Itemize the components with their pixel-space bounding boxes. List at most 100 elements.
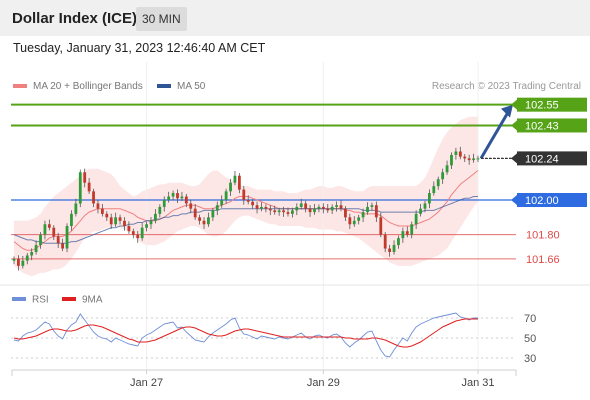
price-levels	[11, 103, 516, 260]
candle-body	[78, 172, 82, 204]
candle-body	[374, 205, 378, 218]
candle-body	[467, 158, 471, 161]
candle-body	[476, 158, 480, 160]
candle-body	[370, 205, 374, 207]
candle-body	[410, 224, 414, 235]
candle-body	[34, 245, 38, 252]
candle-body	[299, 203, 303, 207]
x-tick-labels: Jan 27 Jan 29 Jan 31	[130, 370, 495, 389]
candle-body	[100, 208, 104, 214]
candle-body	[401, 231, 405, 239]
candle-body	[127, 226, 131, 232]
candle-body	[162, 200, 166, 207]
candle-body	[427, 193, 431, 204]
level-label-box	[517, 97, 587, 112]
rsi-tick-label: 70	[524, 313, 536, 325]
moving-averages	[13, 170, 479, 251]
forecast-arrow-line	[479, 109, 511, 160]
rsi-swatch	[12, 297, 26, 301]
ma20-line	[13, 170, 479, 251]
rsi-tick-label: 30	[524, 353, 536, 365]
candle-body	[30, 252, 34, 256]
candle-body	[313, 208, 316, 213]
level-label: 101.80	[526, 230, 560, 242]
candle-body	[357, 217, 361, 221]
candle-body	[145, 224, 148, 228]
candle-body	[330, 206, 334, 211]
candle-body	[277, 210, 281, 213]
candle-body	[87, 182, 91, 192]
candle-body	[458, 151, 462, 157]
candle-body	[52, 227, 56, 237]
rsi-tick-labels: 70 50 30	[524, 313, 536, 365]
candle-body	[445, 165, 449, 173]
candle-body	[140, 227, 144, 239]
candle-body	[237, 175, 241, 190]
ma50-label: MA 50	[177, 81, 206, 92]
datetime-label: Tuesday, January 31, 2023 12:46:40 AM CE…	[13, 41, 266, 55]
candle-body	[74, 203, 78, 214]
candle-body	[344, 208, 347, 218]
candle-body	[123, 220, 126, 226]
candle-body	[92, 191, 95, 204]
candle-body	[339, 205, 343, 209]
ma9-label: 9MA	[82, 295, 103, 306]
candle-body	[158, 206, 162, 214]
candle-body	[379, 217, 383, 235]
level-label: 102.00	[525, 195, 559, 207]
candle-body	[39, 234, 42, 246]
credit-label: Research © 2023 Trading Central	[431, 81, 581, 92]
candle-body	[463, 156, 467, 159]
candle-body	[264, 206, 268, 209]
candle-body	[118, 217, 122, 221]
rsi-gridlines	[11, 317, 516, 359]
candle-body	[392, 245, 396, 252]
x-tick-label: Jan 31	[461, 377, 494, 389]
candle-body	[419, 208, 422, 214]
level-label-box	[517, 193, 587, 207]
candle-body	[273, 210, 277, 213]
candle-body	[291, 210, 294, 214]
candle-body	[233, 175, 237, 183]
candle-body	[25, 255, 29, 261]
candle-body	[207, 217, 210, 225]
candle-body	[383, 234, 387, 249]
candle-body	[414, 213, 418, 225]
candle-body	[282, 210, 285, 213]
candle-body	[295, 206, 299, 211]
candle-body	[83, 172, 87, 183]
chart-header: Dollar Index (ICE) 30 MIN	[0, 0, 590, 36]
candle-body	[131, 231, 135, 235]
candle-body	[167, 196, 171, 200]
candle-body	[405, 231, 409, 235]
rsi-line	[13, 312, 478, 358]
candle-body	[215, 205, 219, 211]
candle-body	[176, 193, 179, 199]
level-label-box	[517, 118, 587, 133]
candle-body	[202, 220, 206, 225]
level-label: 102.43	[525, 120, 559, 132]
level-label: 102.55	[525, 100, 559, 112]
level-label-pointer	[511, 120, 517, 131]
candle-body	[47, 224, 51, 228]
candle-body	[472, 158, 475, 161]
candle-body	[193, 208, 197, 218]
candle-body	[109, 217, 113, 225]
candle-body	[432, 186, 436, 194]
ma20-label: MA 20 + Bollinger Bands	[33, 81, 143, 92]
level-label: 101.66	[526, 254, 560, 266]
legend-ma50: MA 50	[157, 81, 205, 92]
candle-body	[136, 234, 140, 239]
candle-body	[184, 196, 188, 204]
candle-body	[198, 217, 201, 221]
rsi-series	[13, 312, 478, 358]
ma50-line	[13, 196, 478, 244]
rsi-label: RSI	[32, 295, 49, 306]
level-label-pointer	[511, 99, 517, 110]
timeframe-button[interactable]: 30 MIN	[136, 7, 187, 31]
forecast-arrow-head	[501, 104, 513, 118]
candle-body	[268, 208, 272, 211]
candle-body	[388, 248, 392, 252]
candle-body	[450, 154, 453, 166]
